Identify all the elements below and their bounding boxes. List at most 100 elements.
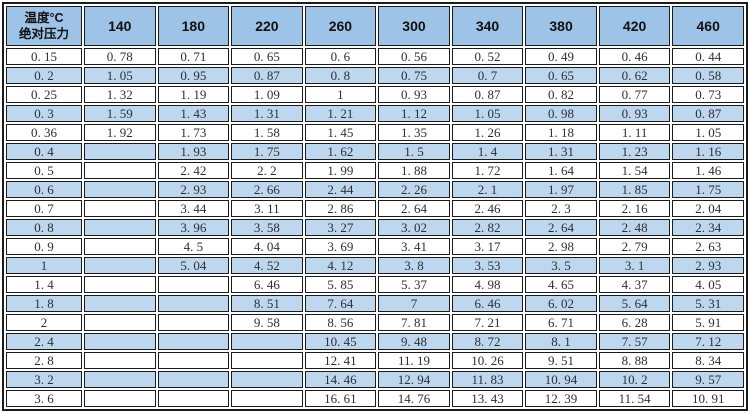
value-cell [84, 371, 156, 388]
table-row: 0. 25 1. 32 1. 19 1. 09 1 0. 93 0. 87 0. 82 0. 7… [6, 86, 744, 103]
value-cell: 3. 96 [157, 219, 230, 236]
value-cell: 3. 69 [304, 238, 377, 255]
value-cell: 8. 1 [525, 333, 597, 350]
value-cell: 2. 98 [525, 238, 597, 255]
value-cell: 10. 94 [525, 371, 597, 388]
pressure-cell: 1 [6, 257, 82, 274]
value-cell: 1. 5 [378, 143, 450, 160]
value-cell: 0. 93 [598, 105, 671, 122]
value-cell: 1. 54 [598, 162, 671, 179]
value-cell: 16. 61 [304, 390, 377, 407]
table-row: 3. 6 16. 61 14. 76 13. 43 12. 39 11. 54 10. 91 [6, 390, 744, 407]
value-cell: 6. 71 [525, 314, 597, 331]
value-cell: 0. 71 [157, 48, 230, 65]
table-row: 0. 8 3. 96 3. 58 3. 27 3. 02 2. 82 2. 64 2. 48 2… [6, 219, 744, 236]
value-cell: 7. 12 [672, 333, 744, 350]
table-row: 0. 15 0. 78 0. 71 0. 65 0. 6 0. 56 0. 52 0. 49 0… [6, 48, 744, 65]
value-cell: 2. 04 [672, 200, 744, 217]
value-cell: 2. 26 [378, 181, 450, 198]
value-cell: 0. 8 [304, 67, 377, 84]
value-cell [84, 257, 156, 274]
pressure-cell: 0. 15 [6, 48, 82, 65]
value-cell: 9. 57 [672, 371, 744, 388]
header-row: 温度°C 绝对压力 140 180 220 260 300 340 380 420 460 [6, 6, 744, 46]
value-cell: 2. 2 [231, 162, 303, 179]
value-cell: 2. 34 [672, 219, 744, 236]
value-cell [84, 276, 156, 293]
value-cell: 2. 63 [672, 238, 744, 255]
value-cell [157, 371, 230, 388]
table-row: 1. 4 6. 46 5. 85 5. 37 4. 98 4. 65 4. 37 4. 05 [6, 276, 744, 293]
value-cell: 1. 64 [525, 162, 597, 179]
value-cell: 7. 57 [598, 333, 671, 350]
value-cell: 7 [378, 295, 450, 312]
col-header-180: 180 [157, 6, 230, 46]
value-cell: 1. 88 [378, 162, 450, 179]
value-cell [231, 333, 303, 350]
value-cell: 1. 58 [231, 124, 303, 141]
value-cell: 1. 73 [157, 124, 230, 141]
value-cell: 1. 16 [672, 143, 744, 160]
value-cell [84, 238, 156, 255]
pressure-cell: 0. 6 [6, 181, 82, 198]
pressure-cell: 0. 36 [6, 124, 82, 141]
value-cell: 0. 65 [525, 67, 597, 84]
value-cell: 12. 41 [304, 352, 377, 369]
value-cell [84, 200, 156, 217]
pressure-cell: 3. 2 [6, 371, 82, 388]
corner-header-cell: 温度°C 绝对压力 [6, 6, 82, 46]
value-cell: 0. 7 [451, 67, 524, 84]
value-cell [84, 162, 156, 179]
table-row: 0. 9 4. 5 4. 04 3. 69 3. 41 3. 17 2. 98 2. 79 2.… [6, 238, 744, 255]
value-cell: 1. 45 [304, 124, 377, 141]
pressure-cell: 0. 9 [6, 238, 82, 255]
value-cell: 9. 58 [231, 314, 303, 331]
pressure-cell: 3. 6 [6, 390, 82, 407]
value-cell: 2. 93 [672, 257, 744, 274]
value-cell: 1. 05 [451, 105, 524, 122]
table-row: 1. 8 8. 51 7. 64 7 6. 46 6. 02 5. 64 5. 31 [6, 295, 744, 312]
pressure-cell: 0. 4 [6, 143, 82, 160]
value-cell: 0. 98 [525, 105, 597, 122]
value-cell: 0. 56 [378, 48, 450, 65]
value-cell: 0. 46 [598, 48, 671, 65]
value-cell: 12. 94 [378, 371, 450, 388]
value-cell: 8. 88 [598, 352, 671, 369]
table-header: 温度°C 绝对压力 140 180 220 260 300 340 380 420 460 [6, 6, 744, 46]
pressure-cell: 2. 8 [6, 352, 82, 369]
value-cell: 0. 87 [672, 105, 744, 122]
value-cell: 1. 26 [451, 124, 524, 141]
value-cell: 14. 76 [378, 390, 450, 407]
table-row: 0. 6 2. 93 2. 66 2. 44 2. 26 2. 1 1. 97 1. 85 1.… [6, 181, 744, 198]
value-cell: 0. 77 [598, 86, 671, 103]
value-cell: 2. 93 [157, 181, 230, 198]
value-cell [157, 352, 230, 369]
table-row: 0. 4 1. 93 1. 75 1. 62 1. 5 1. 4 1. 31 1. 23 1. … [6, 143, 744, 160]
table-row: 2 9. 58 8. 56 7. 81 7. 21 6. 71 6. 28 5. 91 [6, 314, 744, 331]
value-cell: 1. 99 [304, 162, 377, 179]
value-cell [157, 390, 230, 407]
value-cell: 9. 48 [378, 333, 450, 350]
value-cell: 9. 51 [525, 352, 597, 369]
value-cell: 1. 59 [84, 105, 156, 122]
pressure-cell: 1. 4 [6, 276, 82, 293]
value-cell [157, 276, 230, 293]
value-cell: 3. 58 [231, 219, 303, 236]
value-cell: 1. 75 [231, 143, 303, 160]
value-cell: 4. 05 [672, 276, 744, 293]
value-cell: 1. 4 [451, 143, 524, 160]
table-row: 3. 2 14. 46 12. 94 11. 83 10. 94 10. 2 9. 57 [6, 371, 744, 388]
value-cell: 1. 23 [598, 143, 671, 160]
value-cell: 1. 31 [525, 143, 597, 160]
value-cell: 1. 93 [157, 143, 230, 160]
col-header-420: 420 [598, 6, 671, 46]
value-cell: 1 [304, 86, 377, 103]
value-cell: 2. 46 [451, 200, 524, 217]
value-cell [84, 143, 156, 160]
col-header-460: 460 [672, 6, 744, 46]
pressure-cell: 0. 2 [6, 67, 82, 84]
value-cell: 7. 21 [451, 314, 524, 331]
value-cell: 0. 82 [525, 86, 597, 103]
value-cell: 8. 56 [304, 314, 377, 331]
value-cell: 1. 43 [157, 105, 230, 122]
